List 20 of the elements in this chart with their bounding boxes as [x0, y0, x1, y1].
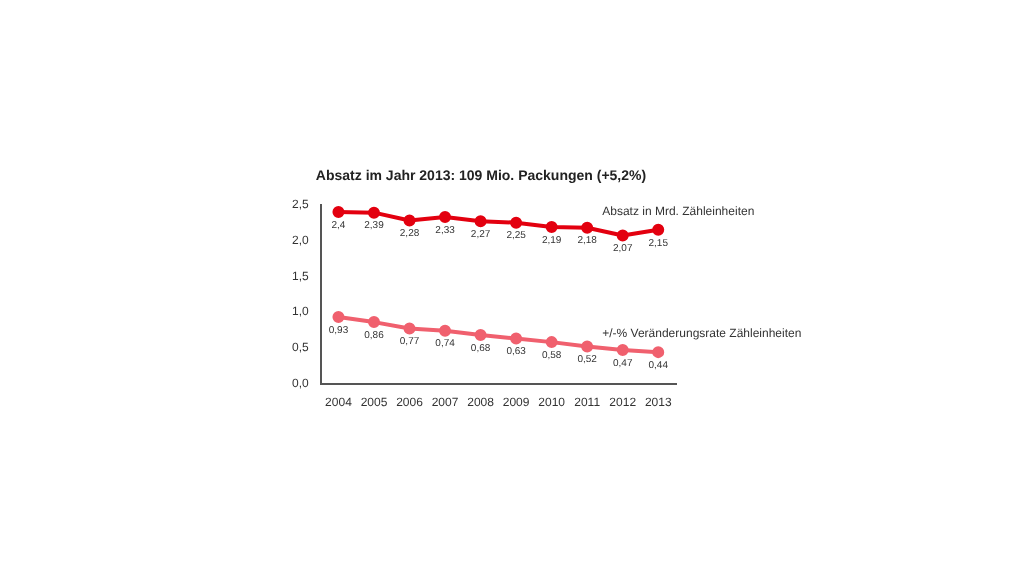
- point: [439, 210, 452, 223]
- point: [403, 322, 416, 335]
- point: [367, 206, 380, 219]
- point: [616, 229, 629, 242]
- point: [581, 221, 594, 234]
- point: [332, 311, 345, 324]
- point: [474, 215, 487, 228]
- point: [474, 328, 487, 341]
- point: [332, 205, 345, 218]
- point: [652, 346, 665, 359]
- point: [616, 343, 629, 356]
- point: [439, 324, 452, 337]
- point: [581, 340, 594, 353]
- point: [545, 336, 558, 349]
- point: [545, 220, 558, 233]
- point: [367, 316, 380, 329]
- point: [510, 216, 523, 229]
- point: [510, 332, 523, 345]
- point: [652, 223, 665, 236]
- point: [403, 214, 416, 227]
